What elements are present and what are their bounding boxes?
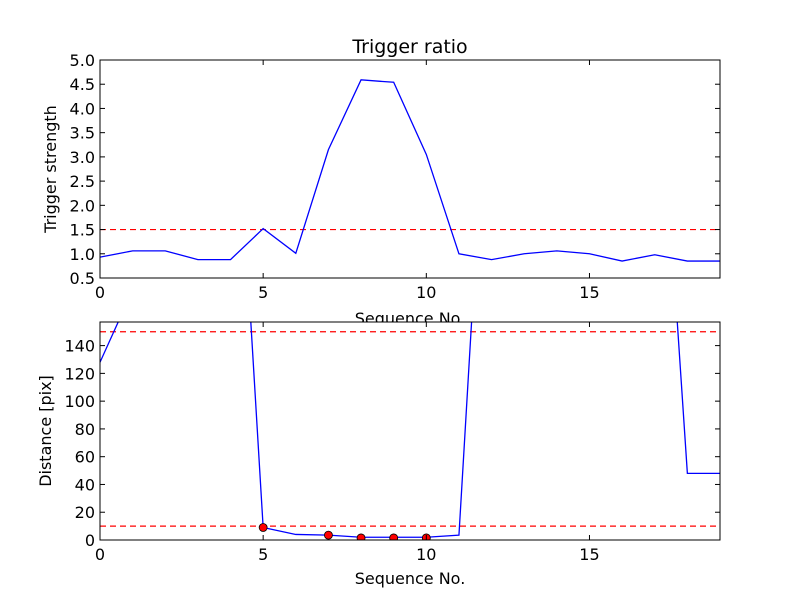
y-tick-label: 1.5	[70, 221, 95, 240]
y-tick-label: 0	[85, 531, 95, 550]
y-tick-label: 3.5	[70, 124, 95, 143]
y-tick-label: 40	[75, 475, 95, 494]
y-tick-label: 4.5	[70, 75, 95, 94]
y-axis-label: Distance [pix]	[36, 375, 55, 487]
y-tick-label: 2.0	[70, 196, 95, 215]
y-tick-label: 140	[64, 337, 95, 356]
x-tick-label: 0	[95, 283, 105, 302]
y-tick-label: 0.5	[70, 269, 95, 288]
y-tick-label: 5.0	[70, 51, 95, 70]
trigger-ratio-subplot: 0 5 10 15 0.5 1.0 1.5 2.0 2.5 3.0 3.5 4.0 4.5 5.0 Tr…	[41, 36, 721, 328]
y-tick-label: 4.0	[70, 99, 95, 118]
y-ticks: 0.5 1.0 1.5 2.0 2.5 3.0 3.5 4.0 4.5 5.0	[70, 51, 720, 288]
y-tick-label: 3.0	[70, 148, 95, 167]
y-ticks: 0 20 40 60 80 100 120 140	[64, 337, 720, 550]
chart-title: Trigger ratio	[351, 36, 467, 58]
y-axis-label: Trigger strength	[41, 105, 60, 234]
distance-subplot: 0 5 10 15 0 20 40 60 80 100 120 140 Sequence No. D…	[36, 321, 721, 588]
x-tick-label: 0	[95, 545, 105, 564]
x-tick-label: 15	[579, 545, 599, 564]
x-ticks: 0 5 10 15	[95, 60, 600, 302]
axes-frame	[99, 321, 721, 541]
plot-area	[100, 60, 720, 278]
x-axis-label: Sequence No.	[355, 569, 466, 588]
y-tick-label: 20	[75, 503, 95, 522]
data-point	[389, 533, 399, 540]
data-point	[324, 530, 333, 540]
x-tick-label: 15	[579, 283, 599, 302]
y-tick-label: 100	[64, 392, 95, 411]
y-tick-label: 1.0	[70, 245, 95, 264]
plot-area	[100, 322, 720, 540]
threshold-lines	[100, 331, 720, 527]
x-tick-label: 10	[416, 283, 436, 302]
series-line	[100, 79, 720, 262]
data-point	[356, 533, 366, 540]
series-group	[100, 79, 720, 262]
series-line	[100, 322, 720, 538]
y-tick-label: 120	[64, 364, 95, 383]
y-tick-label: 80	[75, 420, 95, 439]
axes-frame	[99, 59, 721, 279]
x-tick-label: 5	[258, 545, 268, 564]
y-tick-label: 2.5	[70, 172, 95, 191]
x-tick-label: 5	[258, 283, 268, 302]
marker-group	[258, 523, 431, 540]
series-group	[100, 322, 720, 538]
x-tick-label: 10	[416, 545, 436, 564]
y-tick-label: 60	[75, 448, 95, 467]
data-point	[258, 523, 268, 532]
x-ticks: 0 5 10 15	[95, 322, 600, 564]
